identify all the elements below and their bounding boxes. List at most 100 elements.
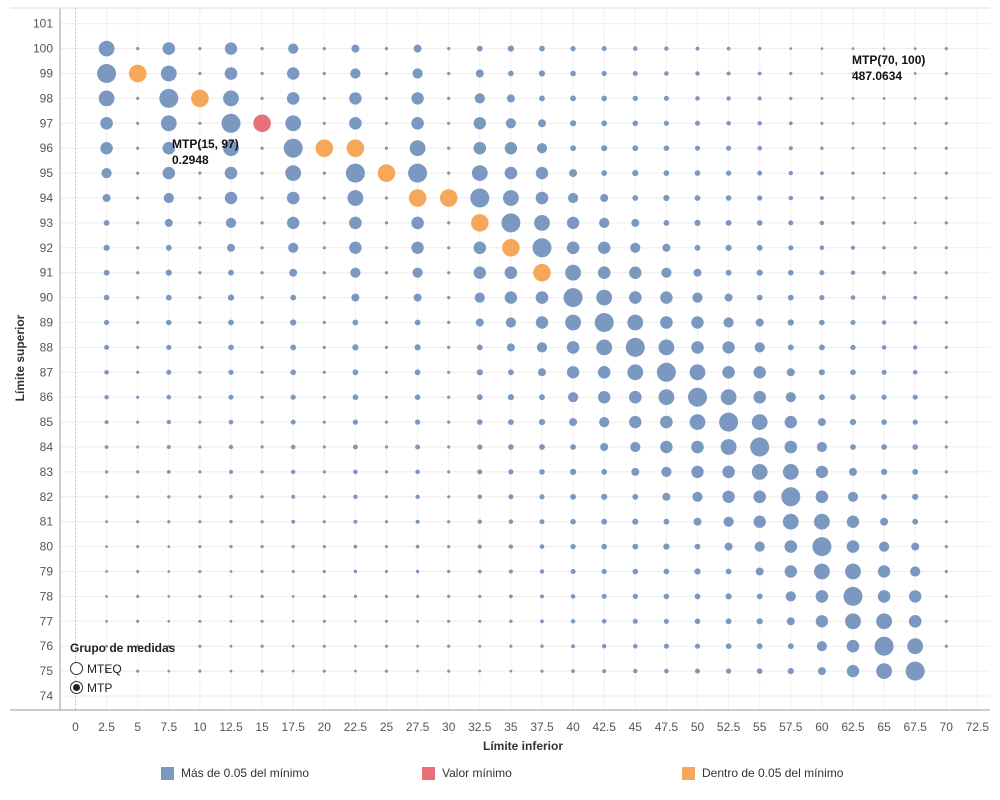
data-point bbox=[632, 95, 638, 101]
data-point bbox=[725, 220, 732, 226]
data-point bbox=[322, 669, 326, 673]
data-point bbox=[504, 291, 518, 304]
data-point bbox=[850, 344, 856, 350]
data-point bbox=[506, 343, 515, 352]
data-point bbox=[166, 470, 171, 474]
data-point bbox=[413, 293, 422, 302]
data-point bbox=[851, 196, 855, 200]
annotation-max-value: 487.0634 bbox=[852, 69, 902, 83]
data-point bbox=[260, 370, 264, 374]
data-point bbox=[876, 613, 892, 630]
data-point bbox=[105, 495, 109, 499]
data-point bbox=[136, 320, 140, 325]
data-point bbox=[198, 221, 202, 225]
data-point bbox=[164, 218, 173, 227]
data-point bbox=[160, 115, 177, 132]
data-point bbox=[910, 566, 921, 577]
data-point bbox=[384, 669, 389, 673]
data-point bbox=[136, 47, 140, 51]
legend-item-dentro[interactable]: Dentro de 0.05 del mínimo bbox=[682, 766, 843, 780]
data-point bbox=[260, 196, 264, 200]
data-point bbox=[658, 339, 675, 356]
legend-item-min[interactable]: Valor mínimo bbox=[422, 766, 512, 780]
y-tick-label: 87 bbox=[40, 365, 54, 379]
data-point bbox=[104, 319, 110, 326]
annotation-max-label: MTP(70, 100) bbox=[852, 53, 925, 67]
data-point bbox=[817, 667, 826, 676]
data-point bbox=[415, 569, 420, 574]
data-point bbox=[912, 444, 918, 450]
data-point bbox=[816, 641, 828, 652]
data-point bbox=[913, 72, 917, 75]
data-point bbox=[661, 267, 672, 278]
data-point bbox=[322, 594, 326, 599]
data-point bbox=[228, 369, 234, 375]
data-point bbox=[913, 221, 917, 225]
data-point bbox=[694, 593, 701, 600]
size-legend-item-mtp[interactable]: MTP bbox=[70, 678, 175, 697]
data-point bbox=[353, 569, 358, 574]
data-point bbox=[722, 465, 735, 479]
x-tick-label: 30 bbox=[442, 720, 456, 734]
data-point bbox=[663, 518, 670, 525]
data-point bbox=[787, 344, 794, 351]
data-point bbox=[663, 618, 670, 624]
data-point bbox=[756, 643, 763, 650]
data-point bbox=[881, 468, 888, 475]
data-point bbox=[689, 364, 706, 381]
x-tick-label: 70 bbox=[940, 720, 954, 734]
data-point bbox=[632, 195, 639, 201]
data-point bbox=[473, 141, 487, 155]
data-point bbox=[415, 469, 420, 475]
data-point bbox=[850, 394, 856, 401]
size-legend-item-mteq[interactable]: MTEQ bbox=[70, 659, 175, 678]
data-point bbox=[601, 619, 607, 624]
data-point bbox=[260, 470, 264, 474]
data-point bbox=[664, 668, 669, 674]
data-point bbox=[633, 46, 638, 51]
data-point bbox=[881, 345, 887, 350]
data-point bbox=[850, 295, 856, 300]
annotation-min-label: MTP(15, 97) bbox=[172, 137, 239, 151]
data-point bbox=[629, 291, 642, 304]
data-point bbox=[601, 543, 607, 550]
data-point bbox=[726, 170, 732, 176]
data-point bbox=[726, 668, 732, 674]
legend-item-mas[interactable]: Más de 0.05 del mínimo bbox=[161, 766, 309, 780]
data-point bbox=[633, 668, 638, 674]
data-point bbox=[570, 518, 576, 525]
data-point bbox=[508, 469, 514, 475]
data-point bbox=[229, 669, 233, 673]
y-tick-label: 74 bbox=[40, 689, 54, 703]
data-point bbox=[260, 420, 264, 424]
data-point bbox=[882, 270, 886, 275]
data-point bbox=[724, 293, 733, 302]
data-point bbox=[846, 664, 860, 678]
data-point bbox=[539, 544, 545, 549]
data-point bbox=[198, 71, 202, 76]
data-point bbox=[352, 319, 359, 326]
data-point bbox=[725, 195, 732, 201]
data-point bbox=[260, 221, 264, 225]
data-point bbox=[913, 345, 918, 350]
data-point bbox=[570, 46, 576, 52]
data-point bbox=[346, 139, 365, 157]
data-point bbox=[352, 444, 358, 450]
data-point bbox=[695, 71, 700, 76]
data-point bbox=[136, 271, 140, 275]
data-point bbox=[198, 146, 202, 150]
y-tick-label: 80 bbox=[40, 540, 54, 554]
data-point bbox=[384, 545, 389, 549]
data-point bbox=[751, 464, 768, 480]
data-point bbox=[477, 544, 482, 549]
data-point bbox=[322, 545, 326, 549]
data-point bbox=[198, 271, 202, 275]
data-point bbox=[756, 269, 763, 276]
data-point bbox=[944, 345, 948, 349]
data-point bbox=[784, 440, 798, 454]
data-point bbox=[198, 370, 202, 374]
data-point bbox=[353, 544, 358, 549]
data-point bbox=[944, 246, 948, 250]
data-point bbox=[102, 194, 111, 202]
data-point bbox=[566, 241, 580, 255]
